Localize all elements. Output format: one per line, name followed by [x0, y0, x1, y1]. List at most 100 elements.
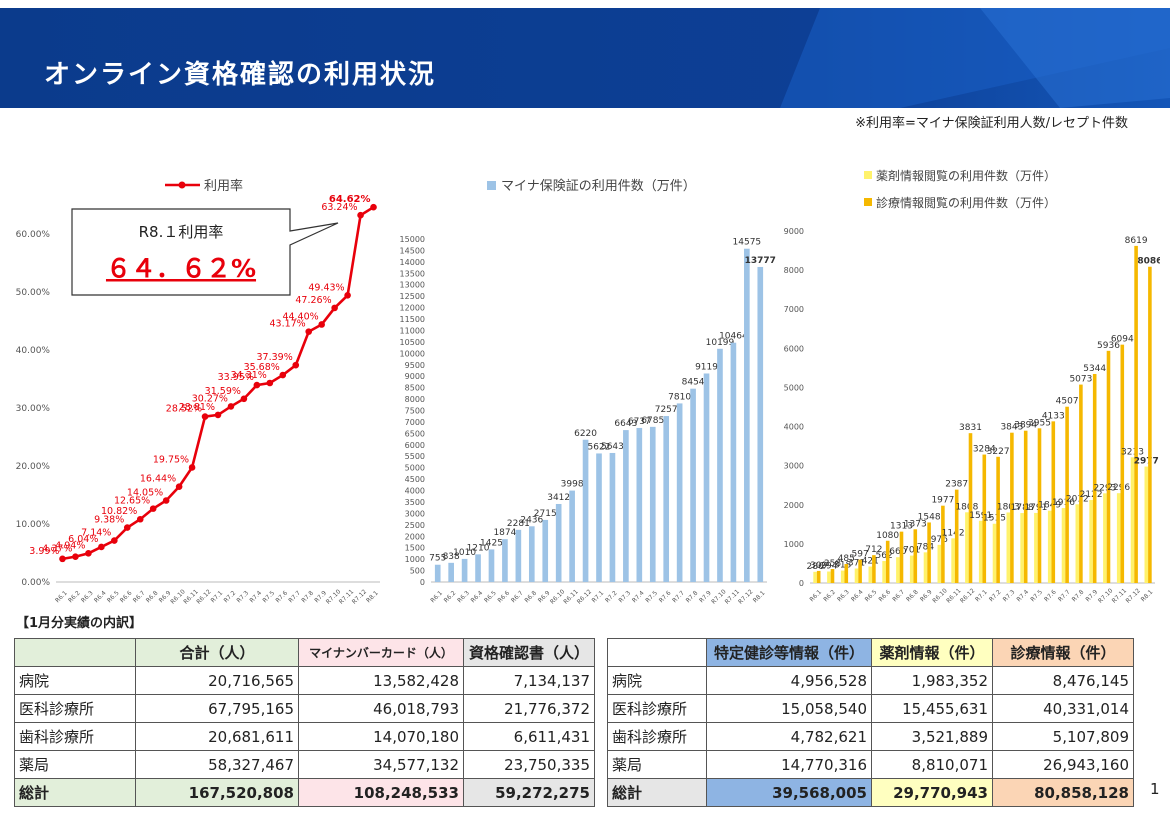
data-point — [305, 328, 313, 335]
table-cell: 59,272,275 — [463, 778, 595, 807]
table-header-cell: マイナンバーカード（人） — [298, 638, 464, 667]
bar — [582, 439, 589, 582]
table-header-cell: 資格確認書（人） — [463, 638, 595, 667]
data-label: 1425 — [480, 538, 503, 548]
data-label: 2012 — [1066, 494, 1089, 504]
breakdown-table-info: 特定健診等情報（件） 薬剤情報（件） 診療情報（件） 病院 4,956,528 1,… — [607, 638, 1134, 807]
bar-medical-info — [1023, 430, 1028, 583]
x-tick-label: R6.2 — [822, 588, 837, 603]
bar-medical-info — [1051, 421, 1056, 583]
bar — [596, 453, 602, 582]
data-label: 1080 — [876, 531, 899, 541]
bar-drug-info — [827, 571, 831, 583]
data-label: 8619 — [1125, 236, 1148, 246]
data-label: 6643 — [614, 419, 637, 429]
table-cell: 14,770,316 — [706, 750, 872, 779]
data-label: 784 — [917, 542, 934, 552]
y-tick-label: 10.00% — [16, 520, 51, 530]
table-cell: 13,582,428 — [298, 666, 464, 695]
y-tick-label: 7000 — [784, 305, 804, 314]
data-label: 1808 — [955, 502, 978, 512]
y-tick-label: 13500 — [400, 269, 425, 278]
data-label: 286 — [807, 562, 824, 572]
data-label: 64.62% — [329, 194, 371, 205]
data-label: 13777 — [745, 256, 776, 266]
data-label: 1874 — [493, 528, 516, 538]
data-label: 976 — [931, 535, 948, 545]
x-tick-label: R6.4 — [850, 588, 865, 603]
data-label: 12.65% — [114, 496, 150, 507]
data-point — [72, 553, 79, 560]
table-cell: 8,810,071 — [871, 750, 993, 779]
data-point — [279, 371, 287, 379]
data-point — [85, 550, 92, 557]
data-label: 4133 — [1042, 411, 1065, 421]
x-tick-label: R6.8 — [145, 589, 160, 604]
data-label: 5643 — [601, 442, 624, 452]
table-cell: 5,107,809 — [992, 722, 1134, 751]
table-cell: 108,248,533 — [298, 778, 464, 807]
y-tick-label: 30.00% — [16, 404, 51, 414]
data-label: 19.75% — [153, 454, 189, 465]
data-point — [370, 203, 377, 211]
breakdown-table-persons: 合計（人） マイナンバーカード（人） 資格確認書（人） 病院 20,716,565… — [14, 638, 595, 807]
data-label: 8454 — [682, 378, 705, 388]
bar-medical-info — [954, 489, 959, 583]
bar — [502, 539, 508, 582]
usage-rate-note: ※利用率=マイナ保険証利用人数/レセプト件数 — [855, 116, 1128, 131]
y-tick-label: 13000 — [400, 281, 425, 290]
y-tick-label: 2000 — [784, 501, 804, 510]
y-tick-label: 1500 — [405, 544, 425, 553]
table-cell: 7,134,137 — [463, 666, 595, 695]
data-label: 3284 — [973, 445, 996, 455]
y-tick-label: 8000 — [784, 266, 804, 275]
table-cell: 39,568,005 — [706, 778, 872, 807]
data-label: 5936 — [1097, 341, 1120, 351]
x-tick-label: R6.3 — [80, 589, 95, 604]
x-tick-label: R7.7 — [287, 589, 302, 604]
data-label: 5344 — [1083, 364, 1106, 374]
table-cell: 26,943,160 — [992, 750, 1134, 779]
bar — [528, 526, 535, 582]
data-label: 6785 — [641, 416, 664, 426]
data-point — [59, 555, 66, 563]
bar-drug-info — [1061, 508, 1066, 583]
table-cell: 23,750,335 — [463, 750, 595, 779]
data-label: 4.37% — [42, 544, 72, 555]
x-tick-label: R6.7 — [510, 589, 525, 604]
x-tick-label: R8.1 — [752, 589, 767, 604]
bar — [623, 430, 629, 582]
data-label: 3213 — [1121, 447, 1144, 457]
data-label: 309 — [810, 561, 827, 571]
page-number: 1 — [1150, 780, 1160, 798]
y-tick-label: 1000 — [784, 540, 804, 549]
data-point — [149, 505, 157, 512]
y-tick-label: 14000 — [400, 258, 425, 267]
bar-medical-info — [858, 559, 862, 583]
data-label: 1373 — [904, 519, 927, 529]
y-tick-label: 60.00% — [16, 230, 51, 240]
table-cell: 6,611,431 — [463, 722, 595, 751]
bar-medical-info — [913, 529, 918, 583]
data-label: 2387 — [945, 480, 968, 490]
table-cell: 21,776,372 — [463, 694, 595, 723]
y-tick-label: 2500 — [405, 521, 425, 530]
data-label: 7257 — [655, 405, 678, 415]
data-label: 28.52% — [166, 404, 202, 415]
table-cell: 20,681,611 — [135, 722, 299, 751]
data-point — [214, 411, 222, 419]
data-point — [357, 211, 364, 219]
y-tick-label: 6000 — [784, 344, 804, 353]
table-cell: 67,795,165 — [135, 694, 299, 723]
data-label: 562 — [876, 551, 893, 561]
data-label: 2715 — [534, 509, 557, 519]
data-label: 712 — [865, 545, 882, 555]
data-label: 34.31% — [231, 370, 267, 381]
table-header-cell: 薬剤情報（件） — [871, 638, 993, 667]
table-cell: 40,331,014 — [992, 694, 1134, 723]
bar-medical-info — [844, 564, 849, 583]
data-point — [240, 395, 248, 403]
data-label: 35.68% — [244, 362, 280, 373]
data-label: 3998 — [561, 480, 584, 490]
legend-swatch — [864, 198, 872, 206]
